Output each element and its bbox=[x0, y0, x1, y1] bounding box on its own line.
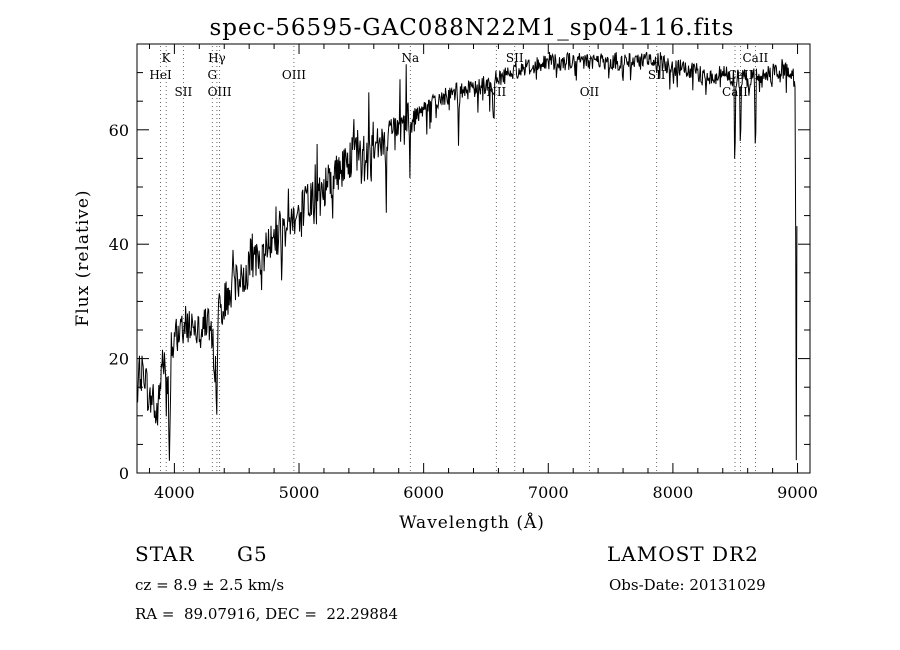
chart-title: spec-56595-GAC088N22M1_sp04-116.fits bbox=[210, 15, 735, 41]
line-annotation-label: SII bbox=[506, 51, 524, 65]
survey-name: LAMOST DR2 bbox=[607, 542, 759, 566]
x-tick-label: 5000 bbox=[279, 483, 320, 502]
plot-frame bbox=[136, 43, 811, 474]
spectral-subclass: G5 bbox=[237, 542, 268, 566]
axis-ticks: 4000 5000 6000 7000 8000 9000 0 20 40 60 bbox=[109, 43, 818, 502]
line-annotation-label: Na bbox=[401, 51, 419, 65]
x-tick-label: 9000 bbox=[777, 483, 818, 502]
line-annotation-label: OIII bbox=[208, 85, 232, 99]
x-tick-label: 4000 bbox=[154, 483, 195, 502]
spectrum-chart: spec-56595-GAC088N22M1_sp04-116.fits K He… bbox=[73, 15, 818, 533]
x-tick-label: 6000 bbox=[403, 483, 444, 502]
y-axis-label: Flux (relative) bbox=[73, 189, 93, 326]
line-annotation-label: K bbox=[162, 51, 172, 65]
x-axis-label: Wavelength (Å) bbox=[399, 512, 545, 533]
coordinates: RA = 89.07916, DEC = 22.29884 bbox=[135, 605, 399, 623]
spectrum-series-line bbox=[136, 51, 798, 461]
observation-date: Obs-Date: 20131029 bbox=[609, 576, 766, 594]
x-tick-label: 8000 bbox=[653, 483, 694, 502]
line-annotation-label: SII bbox=[648, 68, 666, 82]
line-annotation-label: OIII bbox=[282, 68, 306, 82]
y-tick-label: 40 bbox=[109, 235, 129, 254]
y-tick-label: 20 bbox=[109, 350, 129, 369]
y-tick-label: 0 bbox=[119, 464, 129, 483]
line-annotation-label: OII bbox=[580, 85, 600, 99]
redshift-cz: cz = 8.9 ± 2.5 km/s bbox=[135, 576, 285, 594]
line-annotation-label: SII bbox=[175, 85, 193, 99]
y-tick-label: 60 bbox=[109, 121, 129, 140]
line-annotation-label: CaII bbox=[742, 51, 768, 65]
line-annotation-label: CaII bbox=[728, 68, 754, 82]
line-annotation-label: G bbox=[207, 68, 217, 82]
line-annotation-label: HeI bbox=[149, 68, 172, 82]
line-annotation-label: CaII bbox=[722, 85, 748, 99]
line-annotation-label: Hγ bbox=[208, 51, 226, 65]
x-tick-label: 7000 bbox=[528, 483, 569, 502]
object-class: STAR bbox=[135, 542, 195, 566]
